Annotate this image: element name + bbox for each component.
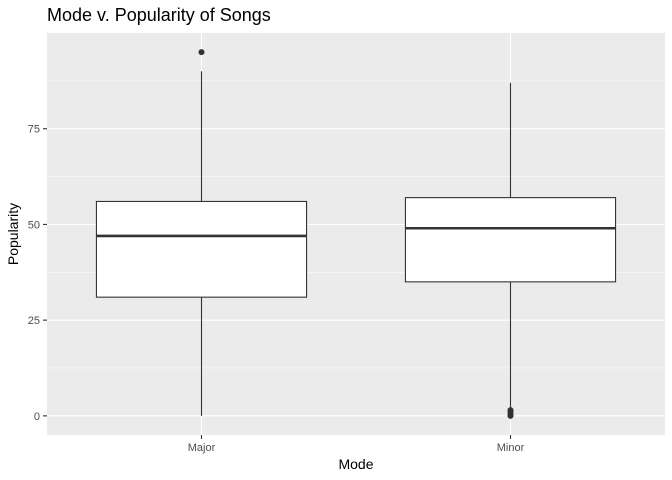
y-axis-title: Popularity xyxy=(5,203,21,265)
y-axis: 0 25 50 75 xyxy=(28,124,47,423)
boxes-layer xyxy=(95,49,617,419)
x-tick-label: Major xyxy=(188,442,216,454)
minor-box xyxy=(404,197,617,283)
y-tick-label: 50 xyxy=(28,219,40,231)
major-box xyxy=(95,200,308,298)
y-tick-label: 0 xyxy=(34,411,40,423)
x-axis: Major Minor xyxy=(188,435,525,454)
y-tick-label: 25 xyxy=(28,315,40,327)
chart-title: Mode v. Popularity of Songs xyxy=(47,5,271,25)
y-tick-label: 75 xyxy=(28,124,40,136)
major-outlier-point xyxy=(198,49,205,56)
x-axis-title: Mode xyxy=(338,456,373,472)
minor-outlier-point xyxy=(507,407,514,414)
x-tick-label: Minor xyxy=(497,442,525,454)
